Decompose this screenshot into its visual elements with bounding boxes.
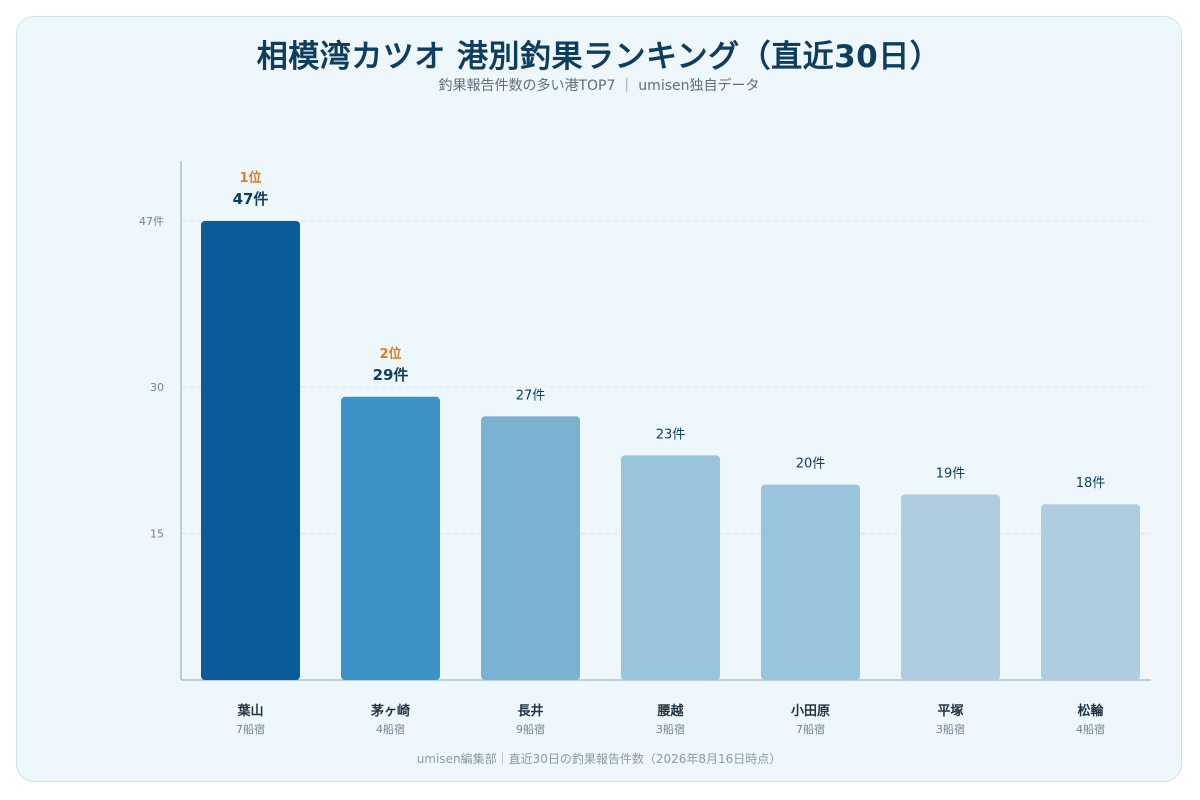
x-sub-label: 7船宿 — [796, 722, 825, 736]
y-tick-label: 47件 — [139, 215, 164, 228]
x-category-label: 小田原 — [791, 704, 830, 719]
bar — [901, 494, 1000, 680]
x-sub-label: 4船宿 — [376, 722, 405, 736]
bar-value-label: 19件 — [936, 466, 966, 481]
bar-rank-label: 1位 — [239, 170, 261, 186]
bar — [761, 484, 860, 680]
x-sub-label: 9船宿 — [516, 722, 545, 736]
x-category-label: 茅ヶ崎 — [371, 703, 410, 719]
x-category-label: 腰越 — [656, 703, 684, 719]
x-sub-label: 3船宿 — [936, 722, 965, 736]
x-category-label: 長井 — [517, 703, 543, 719]
bar-value-label: 20件 — [796, 457, 826, 472]
y-tick-label: 15 — [150, 528, 164, 541]
x-sub-label: 7船宿 — [236, 722, 265, 736]
bar-value-label: 47件 — [233, 190, 269, 208]
chart-subtitle: 釣果報告件数の多い港TOP7 ｜ umisen独自データ — [438, 78, 760, 94]
chart-card: 相模湾カツオ 港別釣果ランキング（直近30日） 釣果報告件数の多い港TOP7 ｜… — [16, 16, 1182, 782]
x-category-label: 松輪 — [1077, 703, 1104, 719]
x-sub-label: 3船宿 — [656, 722, 685, 736]
y-tick-label: 30 — [150, 381, 164, 394]
source-note: umisen編集部｜直近30日の釣果報告件数（2026年8月16日時点） — [416, 752, 782, 766]
x-category-label: 葉山 — [236, 703, 263, 719]
bar — [481, 416, 580, 680]
x-category-label: 平塚 — [937, 704, 963, 719]
bar — [341, 396, 440, 680]
bar-value-label: 29件 — [373, 366, 409, 384]
x-sub-label: 4船宿 — [1076, 722, 1105, 736]
bar — [1041, 504, 1140, 680]
chart-title: 相模湾カツオ 港別釣果ランキング（直近30日） — [256, 39, 942, 75]
bar-value-label: 18件 — [1076, 476, 1106, 491]
bar — [201, 221, 300, 680]
bar — [621, 455, 720, 680]
bar-rank-label: 2位 — [379, 346, 401, 362]
bar-value-label: 27件 — [516, 388, 546, 403]
bar-value-label: 23件 — [656, 427, 686, 442]
